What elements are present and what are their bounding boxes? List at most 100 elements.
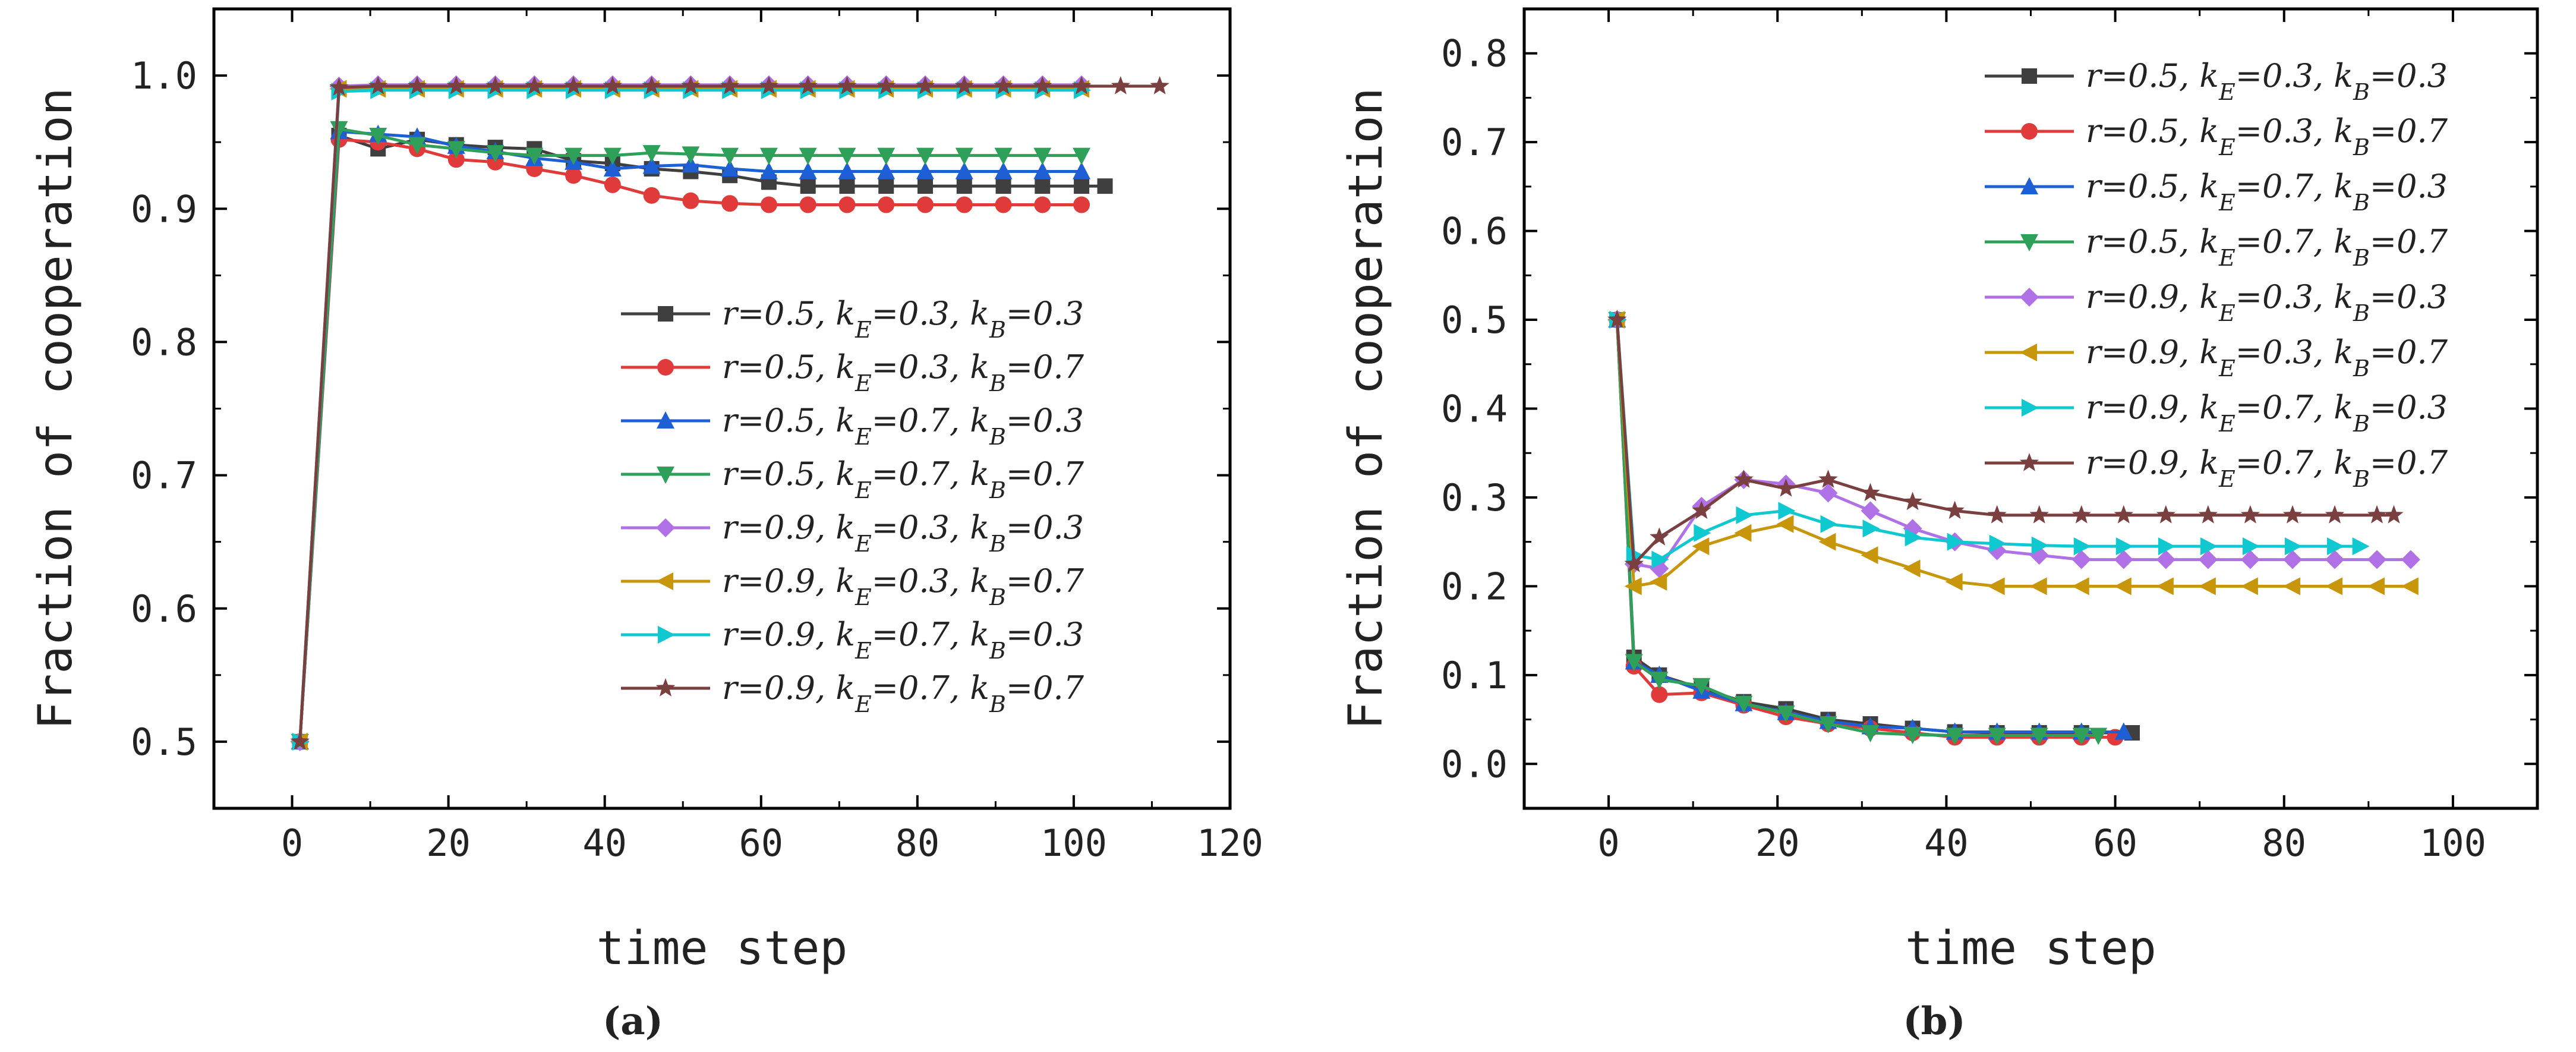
data-point [408,137,426,155]
data-point [2240,577,2258,596]
panel-a-label: (a) [603,999,663,1044]
data-point [917,196,934,213]
x-tick-label: 80 [896,821,940,865]
series-4 [1608,312,2108,745]
data-point [330,121,348,138]
data-point [916,162,934,179]
data-point [368,76,388,95]
data-point [1861,546,1878,565]
series-8 [290,76,1169,750]
y-tick-label: 0.7 [1441,121,1508,164]
data-point [955,162,973,179]
data-point [2384,505,2404,524]
data-point [2198,505,2218,524]
data-point [1987,577,2005,596]
data-point [604,176,621,193]
data-point [2240,550,2260,569]
data-point [956,178,972,194]
data-point [2401,550,2420,569]
legend-marker [2020,177,2038,194]
data-point [799,147,817,165]
data-point [799,196,816,213]
y-tick-label: 0.8 [131,320,197,364]
x-tick-label: 80 [2262,821,2306,865]
data-point [1776,515,1794,533]
data-point [838,196,856,213]
series-4 [291,121,1091,751]
y-tick-label: 0.7 [131,454,197,497]
data-point [878,178,894,194]
data-point [2156,550,2175,569]
data-point [486,145,505,163]
legend-entry: r=0.5, kE=0.7, kB=0.3 [722,402,1084,450]
data-point [2114,722,2133,740]
data-point [525,76,544,95]
data-point [329,77,349,96]
data-point [759,147,778,165]
data-point [1819,716,1837,734]
legend-entry: r=0.9, kE=0.7, kB=0.3 [2086,389,2448,437]
data-point [994,162,1013,179]
data-point [447,151,465,168]
data-point [1862,519,1880,538]
data-point [603,76,622,95]
data-point [1903,726,1922,744]
legend-entry: r=0.5, kE=0.7, kB=0.7 [722,455,1084,503]
data-point [1650,572,1667,591]
legend-marker [2021,123,2038,140]
data-point [1903,492,1922,511]
y-tick-label: 0.8 [1441,32,1508,75]
data-point [1626,546,1644,565]
data-point [1074,178,1090,194]
data-point [1734,524,1752,542]
data-point [1903,559,1921,578]
data-point [2156,577,2174,596]
data-point [799,162,817,179]
data-point [2198,577,2216,596]
data-point [2030,727,2048,745]
data-point [721,147,739,165]
legend-marker [658,306,673,322]
data-point [1945,500,1965,519]
legend-marker [657,411,674,429]
data-point [916,147,934,165]
data-point [2198,550,2218,569]
y-tick-label: 0.4 [1441,388,1508,431]
y-axis-label: Fraction of cooperation [1339,87,1393,729]
data-point [838,162,856,179]
data-point [877,162,896,179]
data-point [1111,76,1130,95]
data-point [1694,524,1711,542]
data-point [1097,178,1113,194]
x-tick-label: 20 [1755,821,1800,865]
x-tick-label: 0 [281,821,303,865]
data-point [1777,705,1795,723]
data-point [2029,577,2047,596]
y-tick-label: 1.0 [131,54,197,97]
data-point [2401,577,2419,596]
legend-marker [2022,68,2037,84]
data-point [1861,483,1880,502]
series-line [1615,319,2099,737]
data-point [1945,572,1963,591]
x-tick-label: 0 [1597,821,1619,865]
data-point [1776,478,1796,497]
data-point [721,195,739,212]
data-point [642,156,661,174]
data-point [1073,147,1091,165]
data-point [759,162,778,179]
data-point [1625,654,1643,672]
series-8 [1607,310,2404,572]
data-point [2071,577,2089,596]
data-point [1071,76,1092,95]
data-point [876,76,896,95]
data-point [1989,534,2007,553]
data-point [838,147,856,165]
data-point [2114,550,2133,569]
legend-entry: r=0.5, kE=0.7, kB=0.7 [2086,223,2448,271]
data-point [721,159,739,177]
data-point [759,76,779,95]
data-point [878,196,895,213]
data-point [995,178,1011,194]
x-tick-label: 40 [1924,821,1969,865]
